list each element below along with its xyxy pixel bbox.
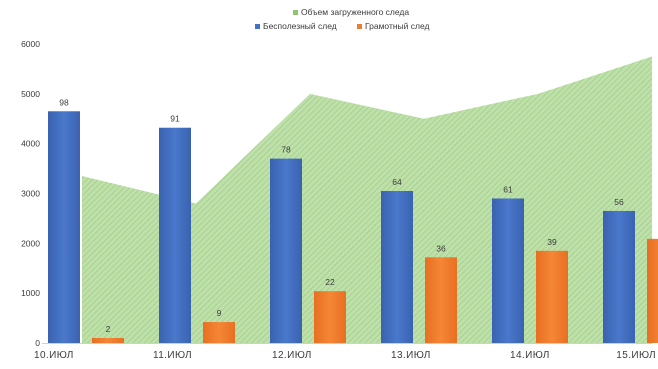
legend-swatch-literate	[357, 24, 362, 29]
bar-useless	[603, 210, 635, 343]
legend-label-useless: Бесполезный след	[263, 21, 337, 31]
data-label: 39	[547, 237, 557, 247]
data-label: 36	[436, 243, 446, 253]
bar-literate	[203, 322, 235, 343]
y-tick-label: 5000	[21, 89, 40, 99]
bar-literate	[92, 338, 124, 343]
legend-item-area: Объем загруженного следа	[293, 7, 409, 17]
bar-literate	[536, 250, 568, 343]
data-label: 2	[106, 324, 111, 334]
data-label: 22	[325, 277, 335, 287]
x-tick-label: 10.ИЮЛ	[34, 350, 74, 361]
x-tick-label: 12.ИЮЛ	[272, 350, 312, 361]
x-axis: 10.ИЮЛ 11.ИЮЛ 12.ИЮЛ 13.ИЮЛ 14.ИЮЛ 15.ИЮЛ	[34, 350, 656, 361]
data-label: 91	[170, 114, 180, 124]
bar-useless	[381, 191, 413, 343]
legend-label-area: Объем загруженного следа	[301, 7, 409, 17]
data-label: 9	[217, 308, 222, 318]
bar-series-group: 9891786461562922363944	[48, 97, 658, 344]
y-tick-label: 4000	[21, 139, 40, 149]
legend: Объем загруженного следа Бесполезный сле…	[255, 7, 430, 31]
data-label: 64	[392, 177, 402, 187]
bar-useless	[159, 127, 191, 343]
y-tick-label: 2000	[21, 238, 40, 248]
legend-label-literate: Грамотный след	[365, 21, 430, 31]
bar-literate	[425, 257, 457, 343]
data-label: 78	[281, 145, 291, 155]
y-tick-label: 6000	[21, 39, 40, 49]
data-label: 56	[614, 197, 624, 207]
y-tick-label: 0	[35, 338, 40, 348]
x-tick-label: 13.ИЮЛ	[391, 350, 431, 361]
data-label: 61	[503, 184, 513, 194]
y-tick-label: 1000	[21, 288, 40, 298]
x-tick-label: 11.ИЮЛ	[153, 350, 192, 361]
legend-item-literate: Грамотный след	[357, 21, 430, 31]
data-label: 98	[59, 97, 69, 107]
legend-swatch-useless	[255, 24, 260, 29]
legend-item-useless: Бесполезный след	[255, 21, 337, 31]
bar-useless	[48, 111, 80, 344]
bar-useless	[270, 158, 302, 343]
bar-useless	[492, 198, 524, 343]
legend-swatch-area	[293, 10, 298, 15]
bar-literate	[647, 238, 658, 343]
y-axis: 0 1000 2000 3000 4000 5000 6000	[21, 39, 40, 348]
bar-literate	[314, 291, 346, 343]
x-tick-label: 15.ИЮЛ	[616, 350, 656, 361]
y-tick-label: 3000	[21, 189, 40, 199]
x-tick-label: 14.ИЮЛ	[510, 350, 550, 361]
